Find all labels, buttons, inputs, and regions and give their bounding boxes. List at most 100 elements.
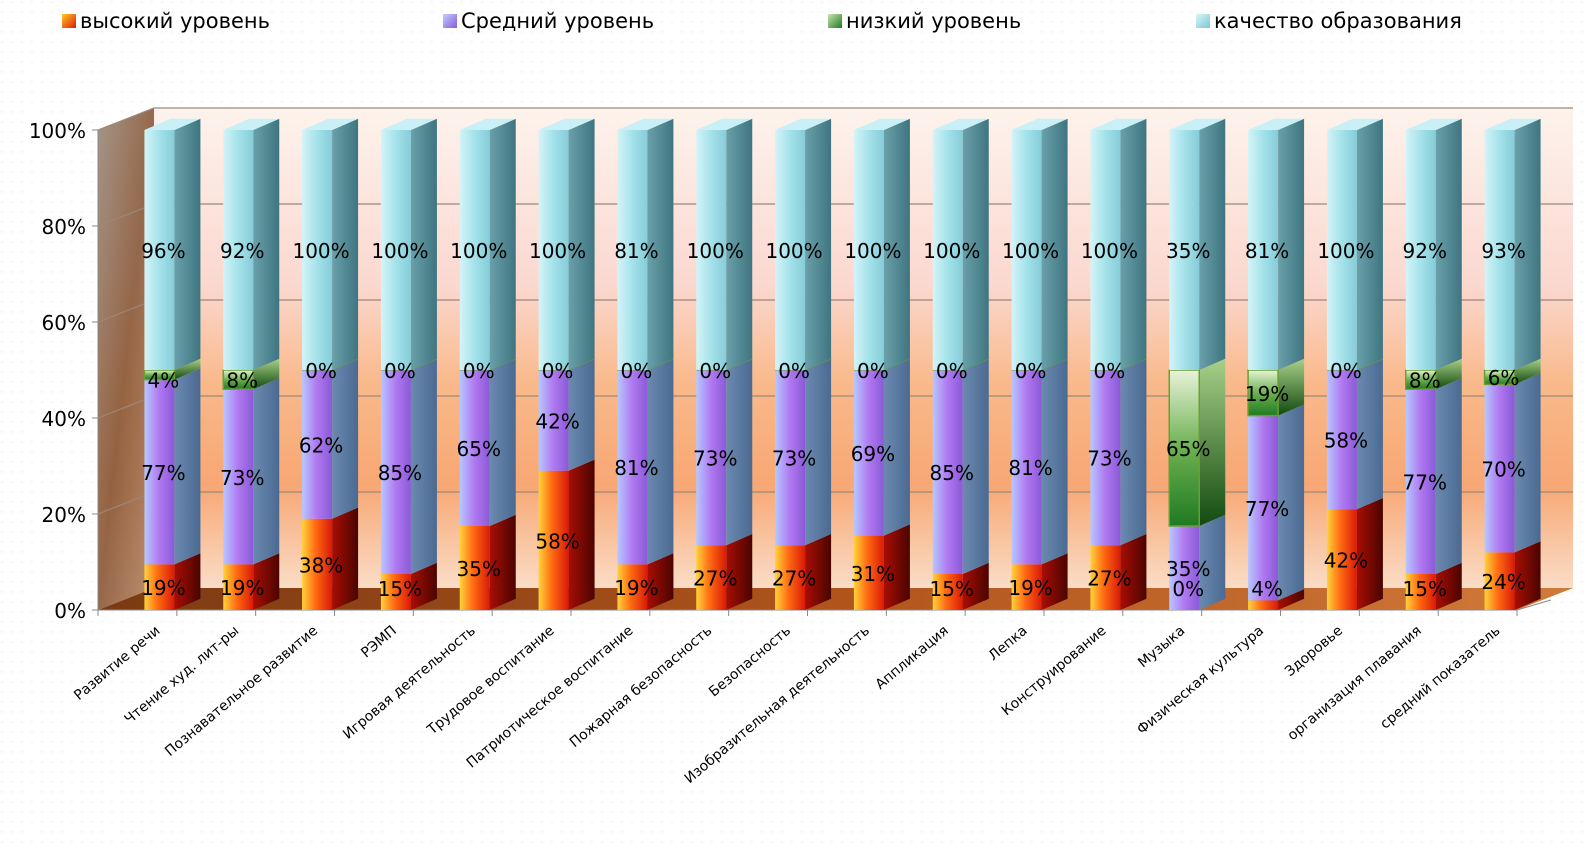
bar-segment-high-level [853,524,910,610]
bar-top [538,118,595,130]
data-label: 77% [1403,471,1447,495]
bar-segment-medium-level [1169,514,1226,610]
legend-item: Средний уровень [443,9,654,33]
data-label: 0% [857,359,889,383]
bar-front-high-level [932,574,963,610]
bar-side-high-level [332,507,359,610]
bar-side-medium-level [962,358,989,574]
bar-side-high-level [174,553,201,610]
data-label: 31% [851,562,895,586]
bar-top [853,118,910,130]
bar-segment-education-quality [1169,118,1226,370]
data-label: 0% [1015,359,1047,383]
bar-front-high-level [1248,600,1279,610]
bar-front-low-level [223,370,254,390]
bar-side-education-quality [805,118,832,370]
bar-top [144,118,201,130]
bar-segment-high-level [932,562,989,610]
bar-front-high-level [1326,509,1357,610]
bar-segment-medium-level [853,358,910,536]
bar-segment-education-quality [1326,118,1383,370]
data-label: 27% [772,567,816,591]
bar-front-high-level [144,564,175,610]
bar-side-medium-level [883,358,910,536]
bar-front-education-quality [1011,130,1042,370]
bar-side-medium-level [647,358,674,565]
data-label: 58% [535,529,579,553]
data-label: 96% [141,239,185,263]
bar-segment-high-level [223,553,280,610]
bar-top [775,118,832,130]
legend-label: качество образования [1214,9,1462,33]
bar-segment-medium-level [144,368,201,565]
bar-side-high-level [883,524,910,610]
bar-top [1090,118,1147,130]
data-label: 65% [1166,437,1210,461]
data-label: 35% [1166,557,1210,581]
bar-top [1011,118,1068,130]
bar-segment-education-quality [223,118,280,370]
bar-top [1248,118,1305,130]
y-tick-label: 0% [54,599,86,623]
bar-segment-high-level [696,534,753,610]
legend-swatch [1196,14,1210,28]
bar-segment-low-level [1405,358,1462,390]
bar-segment-medium-level [223,378,280,565]
y-tick-label: 100% [29,119,86,143]
legend-swatch [828,14,842,28]
data-label: 77% [141,461,185,485]
bar-segment-low-level [1483,358,1541,386]
bar-front-medium-level [617,370,648,565]
bar-front-education-quality [380,130,411,370]
bar-top [380,118,437,130]
bar-front-high-level [223,564,254,610]
bar-side-high-level [1120,534,1147,610]
data-label: 62% [299,433,343,457]
y-tick-label: 40% [42,407,86,431]
bar-side-medium-level [1514,373,1541,553]
bar-segment-education-quality [459,118,516,370]
bar-front-high-level [617,564,648,610]
bar-segment-education-quality [538,118,595,370]
bar-front-medium-level [538,370,569,471]
bar-front-medium-level [775,370,806,546]
legend-swatch [62,14,76,28]
data-label: 81% [1008,456,1052,480]
data-label: 100% [687,239,744,263]
data-label: 100% [292,239,349,263]
bar-side-low-level [174,358,201,380]
bar-side-medium-level [253,378,280,565]
data-label: 92% [1403,239,1447,263]
bar-segment-medium-level [1090,358,1147,546]
bar-side-high-level [489,514,516,610]
bar-side-low-level [253,358,280,390]
legend-item: низкий уровень [828,9,1021,33]
data-label: 0% [1172,577,1204,601]
bar-segment-low-level [1168,358,1226,527]
bar-side-medium-level [1199,514,1226,610]
bar-segment-high-level [302,507,359,610]
bar-front-medium-level [459,370,490,526]
bar-side-high-level [568,459,595,610]
data-label: 38% [299,553,343,577]
bar-segment-high-level [617,553,674,610]
bar-front-education-quality [302,130,333,370]
bar-side-education-quality [253,118,280,370]
data-label: 77% [1245,497,1289,521]
legend-label: высокий уровень [80,9,270,33]
legend: высокий уровень Средний уровень низкий уро… [62,9,1462,33]
bar-side-high-level [253,553,280,610]
bar-segment-high-level [1326,498,1383,610]
bar-side-medium-level [805,358,832,546]
bar-side-medium-level [174,368,201,565]
bar-front-low-level [1248,370,1279,416]
bar-front-education-quality [617,130,648,370]
bar-side-education-quality [1435,118,1462,370]
data-label: 35% [457,557,501,581]
data-label: 0% [384,359,416,383]
bar-segment-education-quality [144,118,201,370]
bar-segment-medium-level [538,358,595,471]
bar-front-high-level [459,526,490,610]
bar-segment-education-quality [775,118,832,370]
